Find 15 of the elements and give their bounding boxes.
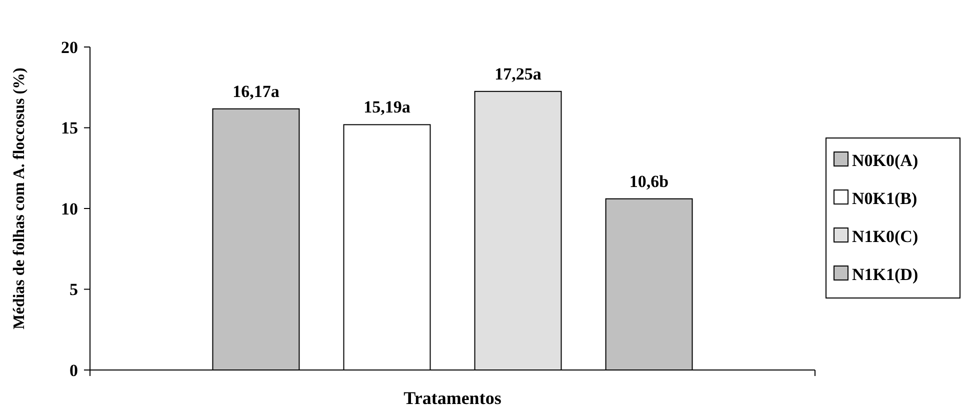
legend-label: N1K0(C) bbox=[852, 226, 918, 246]
legend-label: N1K1(D) bbox=[852, 264, 918, 284]
data-label: 10,6b bbox=[629, 172, 669, 191]
data-label: 15,19a bbox=[364, 98, 411, 117]
x-axis-title: Tratamentos bbox=[404, 388, 502, 408]
y-tick-label: 5 bbox=[70, 280, 78, 300]
y-tick-label: 15 bbox=[61, 118, 78, 138]
y-tick-label: 20 bbox=[61, 38, 78, 57]
data-label: 17,25a bbox=[494, 64, 542, 84]
y-tick-label: 0 bbox=[70, 360, 78, 380]
data-label: 16,17a bbox=[232, 82, 280, 101]
legend-label: N0K0(A) bbox=[852, 150, 918, 170]
y-tick-label: 10 bbox=[61, 199, 78, 218]
y-axis-title: Médias de folhas com A. floccosus (%) bbox=[11, 68, 28, 330]
legend-label: N0K1(B) bbox=[852, 188, 918, 208]
